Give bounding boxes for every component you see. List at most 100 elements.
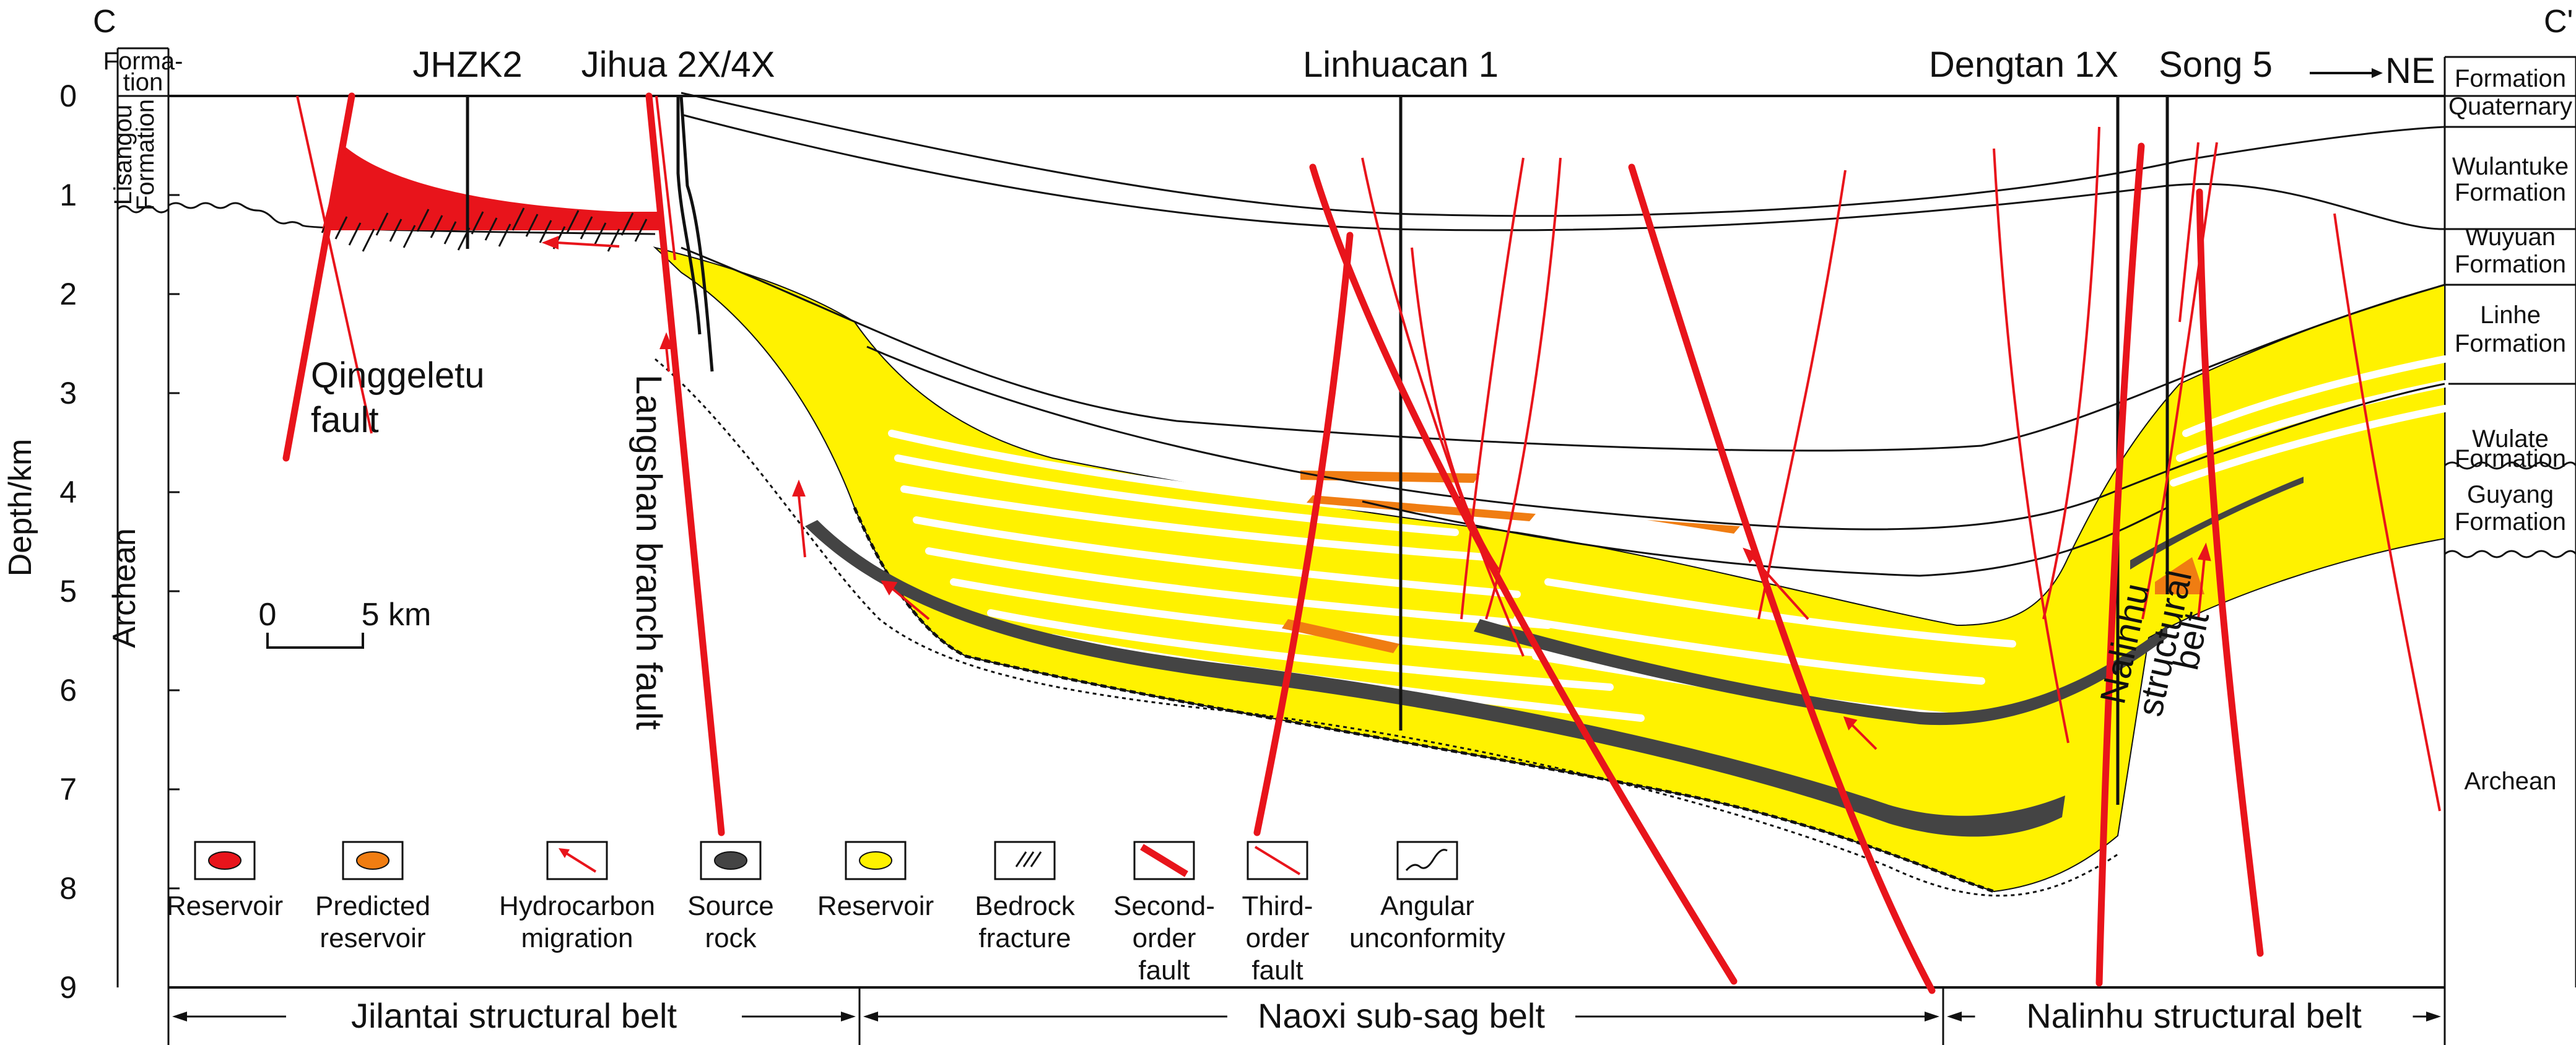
right-formation-label: Quaternary: [2448, 93, 2572, 120]
belt-2: Nalinhu structural belt: [1947, 996, 2441, 1035]
legend-swatch-box: [342, 841, 404, 880]
legend-line-symbol: [1140, 844, 1188, 877]
depth-tick-label: 9: [59, 970, 77, 1005]
section-frame: [168, 95, 2445, 989]
legend-wave-symbol: [1405, 849, 1448, 872]
legend-ellipse-symbol: [714, 851, 747, 870]
fracture-mark: [580, 216, 593, 240]
corner-label-right: C': [2544, 4, 2573, 40]
fracture-mark: [348, 222, 362, 246]
corner-label-left: C: [93, 4, 116, 40]
depth-tick-label: 1: [59, 178, 77, 212]
fracture-mark: [484, 217, 498, 241]
well-label-dengtan: Dengtan 1X: [1929, 45, 2118, 85]
fracture-mark: [443, 221, 457, 245]
legend-label: Angular: [1380, 891, 1474, 921]
belt-arrowhead-left: [172, 1012, 187, 1021]
well-label-jihua: Jihua 2X/4X: [581, 45, 775, 85]
depth-ticks: 0 1 2 3 4 5 6 7 8 9: [59, 79, 180, 1005]
fracture-mark: [620, 212, 634, 236]
right-formation-label: Formation: [2455, 251, 2566, 278]
left-archean-label: Archean: [107, 528, 142, 648]
legend-label: Source: [687, 891, 773, 921]
belt-arrowhead-right: [841, 1012, 856, 1021]
right-formation-label: Formation: [2455, 445, 2566, 472]
scale-bar: 0 5 km: [259, 597, 432, 649]
direction-label: NE: [2385, 51, 2435, 91]
belt-0: Jilantai structural belt: [172, 996, 856, 1035]
second-order-fault-east: [1628, 163, 1936, 994]
right-formation-label: Wuyuan: [2465, 223, 2556, 251]
depth-tick-label: 3: [59, 376, 77, 410]
third-order-faults: [296, 95, 2441, 812]
jilantai-reservoir-wedge: [321, 145, 663, 252]
legend-hatch-mark: [1030, 851, 1042, 867]
legend-ellipse-symbol: [859, 851, 892, 870]
fracture-mark: [634, 219, 648, 242]
langshan-branch-fault: [645, 92, 725, 836]
well-label-song5: Song 5: [2159, 45, 2273, 85]
depth-tick-label: 8: [59, 871, 77, 906]
legend-label: order: [1246, 923, 1310, 953]
hydrocarbon-migration-arrows: [541, 236, 2211, 750]
lisangou-label-line-2: Formation: [132, 99, 159, 210]
legend-label: fault: [1138, 955, 1190, 986]
right-formation-label: Linhe: [2480, 301, 2541, 329]
legend-item-reservoir-red: Reservoir: [167, 841, 283, 921]
depth-axis: Depth/km 0 1 2 3 4 5 6 7 8 9: [2, 79, 180, 1005]
legend-label: fracture: [978, 923, 1071, 953]
nalinhu-fault-1: [2095, 142, 2145, 987]
belt-arrowhead-right: [2426, 1012, 2441, 1021]
fracture-mark: [498, 223, 511, 247]
legend-swatch-box: [546, 841, 608, 880]
scale-end: 5 km: [362, 597, 432, 633]
fracture-mark: [511, 207, 525, 231]
legend-label: order: [1133, 923, 1196, 953]
scale-start: 0: [259, 597, 277, 633]
fracture-mark: [593, 222, 607, 246]
belt-arrowhead-right: [1925, 1012, 1939, 1021]
angular-unconformity-base: [655, 358, 2118, 897]
legend-label: migration: [521, 923, 633, 953]
fracture-mark: [402, 225, 416, 248]
structural-belts: Jilantai structural belt Naoxi sub-sag be…: [167, 987, 2446, 1045]
depth-tick-label: 4: [59, 475, 77, 509]
legend-label: Bedrock: [975, 891, 1075, 921]
legend-label: Third-: [1242, 891, 1313, 921]
legend-label: Hydrocarbon: [499, 891, 655, 921]
qinggeletu-fault: [282, 92, 355, 462]
belt-label: Nalinhu structural belt: [2026, 996, 2362, 1035]
left-formation-column: Forma- tion Lisangou Formation Archean: [103, 47, 183, 987]
right-header: Formation: [2455, 65, 2566, 92]
legend-swatch-box: [845, 841, 907, 880]
legend-label: Reservoir: [817, 891, 934, 921]
legend-label: Second-: [1113, 891, 1215, 921]
right-formation-label: Formation: [2455, 330, 2566, 357]
legend-label: Predicted: [315, 891, 430, 921]
right-formation-label: Archean: [2465, 768, 2557, 795]
well-label-linhuacan: Linhuacan 1: [1303, 45, 1499, 85]
depth-axis-title: Depth/km: [2, 439, 38, 577]
lisangou-label-line-1: Lisangou: [110, 105, 137, 205]
legend-hatch-mark: [1015, 851, 1027, 867]
left-header-line-2: tion: [123, 69, 163, 96]
legend-swatch-box: [194, 841, 256, 880]
right-formation-labels: QuaternaryWulantukeFormationWuyuanFormat…: [2448, 93, 2572, 795]
direction-arrow-head: [2372, 68, 2383, 78]
bedrock-fractures: [321, 207, 648, 252]
legend-swatch-box: [1133, 841, 1195, 880]
legend-line-symbol: [1254, 846, 1301, 875]
legend-label: Reservoir: [167, 891, 283, 921]
fracture-mark: [430, 215, 443, 238]
belt-label: Jilantai structural belt: [351, 996, 677, 1035]
fracture-mark: [362, 228, 375, 252]
source-rock-layer: [805, 477, 2304, 837]
right-formation-label: Guyang: [2467, 481, 2554, 508]
legend-label: reservoir: [320, 923, 425, 953]
fracture-mark: [566, 210, 580, 233]
